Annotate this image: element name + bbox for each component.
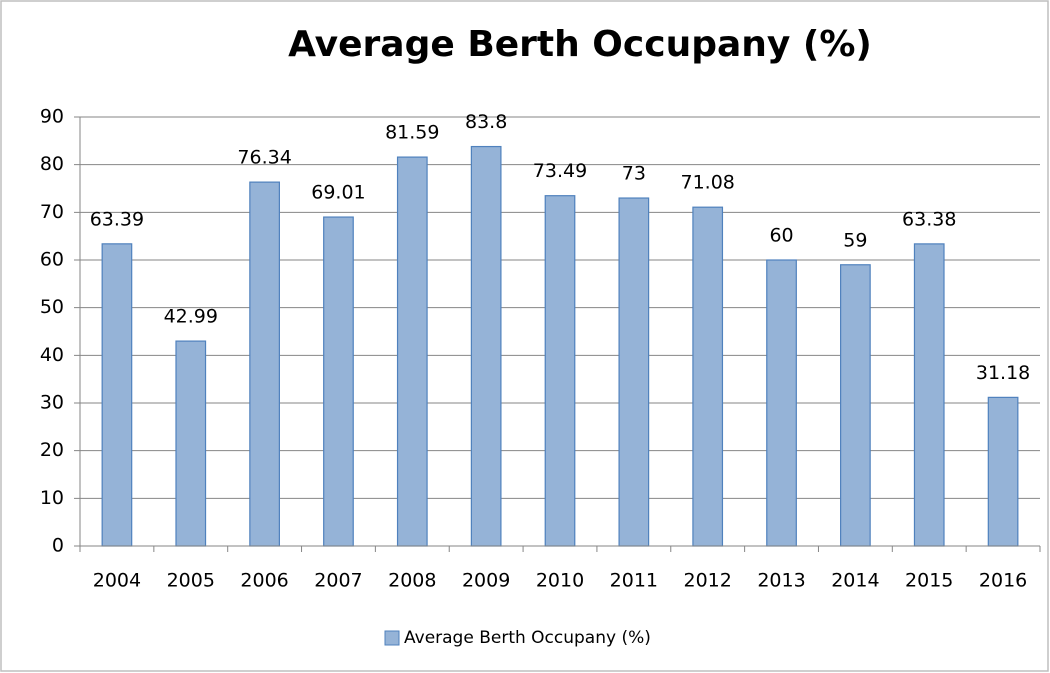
bar (101, 243, 133, 547)
y-tick-label: 70 (40, 201, 64, 223)
data-label: 71.08 (680, 172, 734, 194)
x-tick-label: 2012 (684, 570, 732, 592)
chart-title: Average Berth Occupany (%) (288, 24, 872, 65)
x-tick-label: 2006 (240, 570, 288, 592)
bar (249, 181, 280, 547)
data-label: 76.34 (237, 147, 291, 169)
x-tick-label: 2011 (610, 570, 658, 592)
y-tick-label: 30 (40, 392, 64, 414)
y-tick-label: 80 (40, 153, 64, 175)
bar (840, 264, 871, 547)
data-label: 73 (622, 163, 646, 185)
data-label: 59 (843, 229, 867, 251)
y-tick-label: 20 (40, 439, 64, 461)
x-tick-label: 2010 (536, 570, 584, 592)
bar (470, 145, 502, 547)
legend-swatch (384, 630, 400, 646)
data-label: 69.01 (311, 182, 365, 204)
x-tick-label: 2005 (167, 570, 215, 592)
data-label: 73.49 (533, 160, 587, 182)
y-tick-label: 60 (40, 249, 64, 271)
bar (175, 340, 207, 547)
legend-label: Average Berth Occupany (%) (404, 628, 651, 648)
x-tick-label: 2016 (979, 570, 1027, 592)
bar (987, 396, 1019, 547)
bar (766, 259, 797, 547)
bar (618, 197, 650, 547)
data-label: 83.8 (465, 111, 507, 133)
data-label: 42.99 (164, 306, 218, 328)
data-label: 60 (769, 225, 793, 247)
bar (913, 243, 945, 547)
bar (323, 216, 354, 547)
x-tick-label: 2014 (831, 570, 879, 592)
x-tick-label: 2013 (757, 570, 805, 592)
y-tick-label: 50 (40, 296, 64, 318)
data-label: 63.38 (902, 208, 956, 230)
data-label: 63.39 (90, 208, 144, 230)
bar (544, 195, 576, 547)
x-tick-label: 2015 (905, 570, 953, 592)
y-tick-label: 40 (40, 344, 64, 366)
x-tick-label: 2008 (388, 570, 436, 592)
bar (396, 156, 428, 547)
x-tick-label: 2009 (462, 570, 510, 592)
bar (692, 206, 724, 547)
y-tick-label: 10 (40, 487, 64, 509)
x-tick-label: 2007 (314, 570, 362, 592)
x-tick-label: 2004 (93, 570, 141, 592)
data-label: 81.59 (385, 122, 439, 144)
y-tick-label: 0 (52, 535, 64, 557)
data-label: 31.18 (976, 362, 1030, 384)
y-tick-label: 90 (40, 106, 64, 128)
